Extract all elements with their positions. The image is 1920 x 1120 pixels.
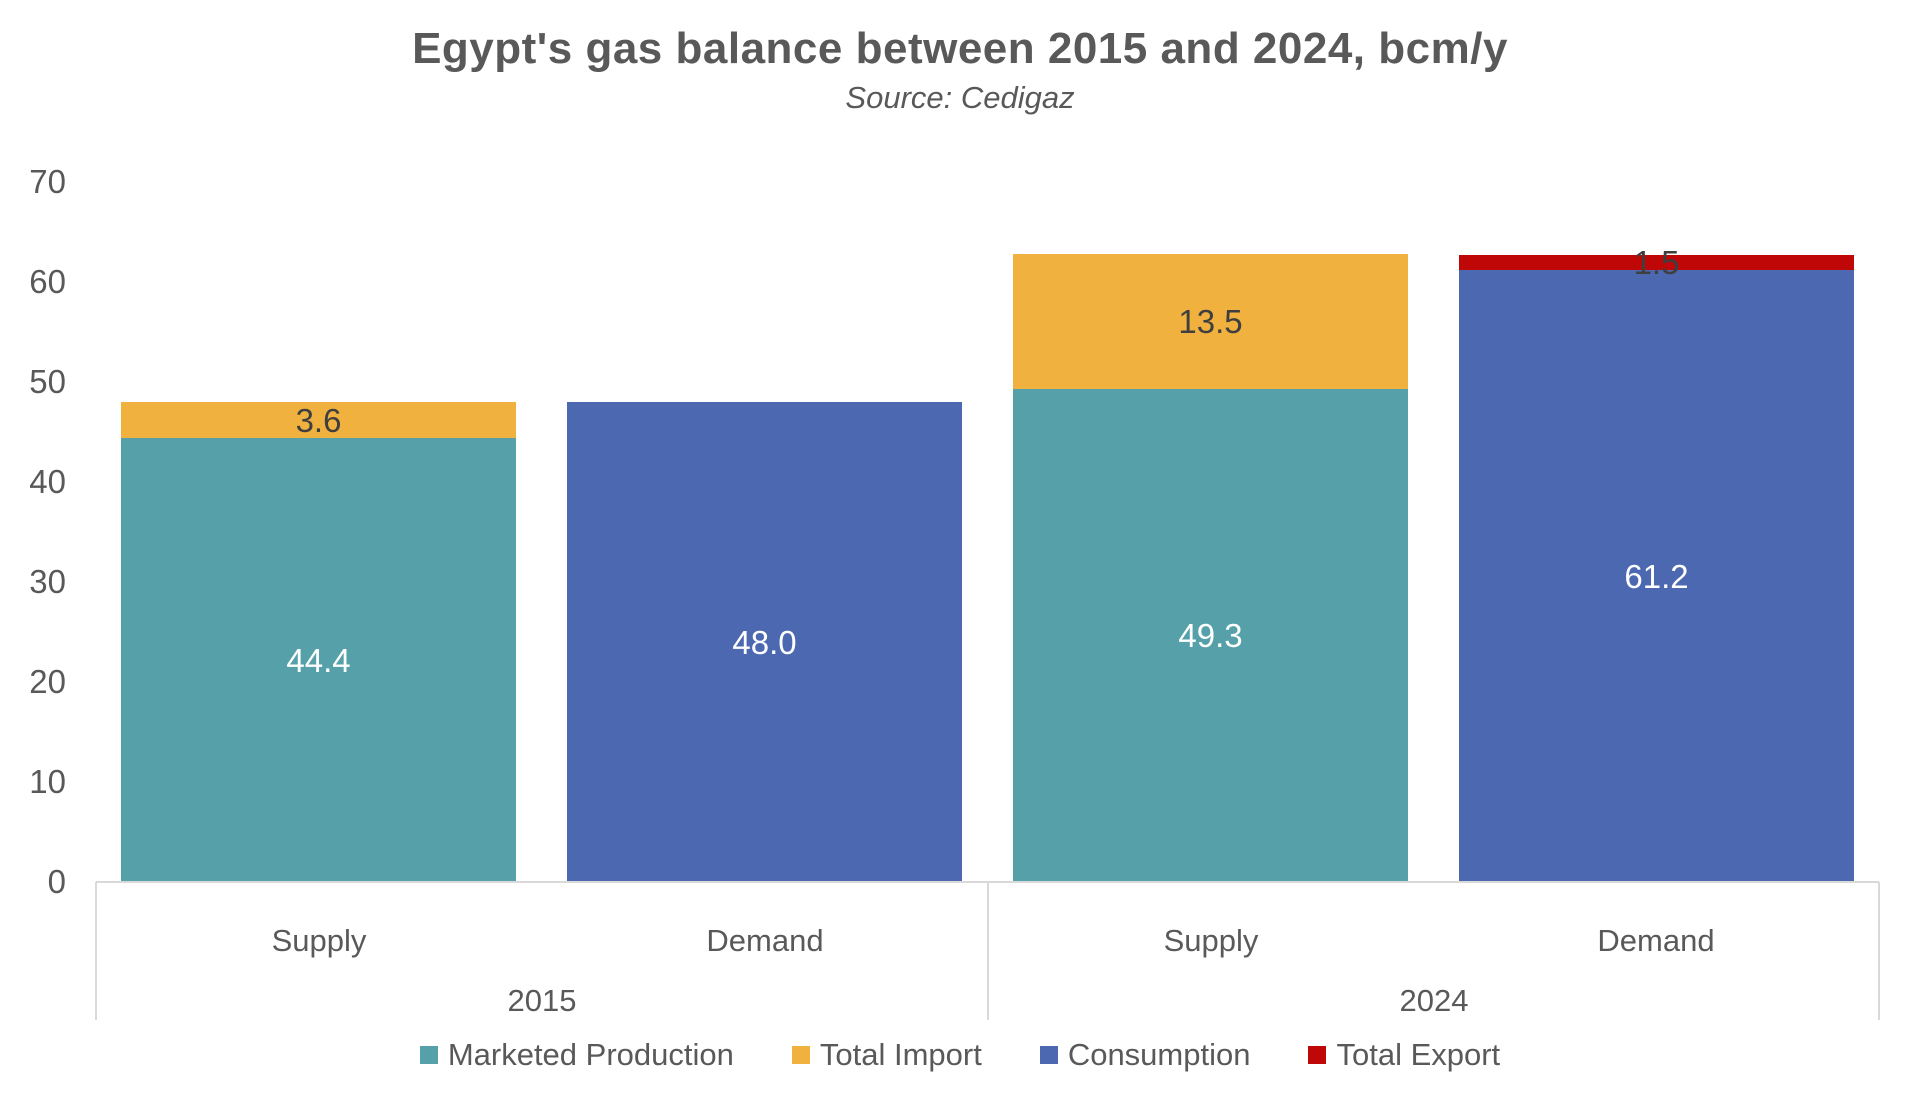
category-axis-label: Supply xyxy=(1163,923,1259,958)
segment-value-label: 44.4 xyxy=(286,641,351,679)
bar-segment-marketed-production: 49.3 xyxy=(1013,389,1408,882)
segment-value-label: 48.0 xyxy=(732,623,797,661)
y-axis-tick-label: 30 xyxy=(29,563,66,600)
legend-item-total-import: Total Import xyxy=(791,1037,982,1072)
bar-segment-total-import: 3.6 xyxy=(121,402,516,438)
legend-label: Consumption xyxy=(1067,1037,1251,1072)
group-axis-label: 2015 xyxy=(507,983,577,1018)
y-axis-tick-label: 10 xyxy=(29,763,66,800)
legend-swatch xyxy=(1039,1046,1058,1065)
segment-value-label: 49.3 xyxy=(1178,617,1243,654)
category-axis-label: Demand xyxy=(706,923,824,958)
legend-swatch xyxy=(791,1046,810,1065)
group-divider xyxy=(95,882,97,1020)
segment-value-label: 61.2 xyxy=(1624,557,1689,595)
y-axis-tick-label: 70 xyxy=(29,163,66,200)
bar-segment-consumption: 48.0 xyxy=(567,402,962,882)
legend: Marketed Production Total Import Consumpti… xyxy=(0,1037,1920,1072)
y-axis-tick-label: 0 xyxy=(47,863,66,900)
group-divider xyxy=(1878,882,1880,1020)
legend-swatch xyxy=(1308,1046,1327,1065)
legend-label: Marketed Production xyxy=(447,1037,734,1072)
y-axis-tick-label: 60 xyxy=(29,263,66,300)
y-axis-tick-label: 20 xyxy=(29,663,66,700)
legend-label: Total Import xyxy=(819,1037,982,1072)
group-divider xyxy=(987,882,989,1020)
bar-segment-total-import: 13.5 xyxy=(1013,254,1408,389)
chart-title: Egypt's gas balance between 2015 and 202… xyxy=(412,24,1508,73)
legend-item-consumption: Consumption xyxy=(1039,1037,1251,1072)
segment-value-label: 13.5 xyxy=(1178,303,1243,340)
bar-segment-consumption: 61.2 xyxy=(1459,270,1854,882)
segment-value-label: 1.5 xyxy=(1633,244,1680,281)
category-axis-label: Supply xyxy=(271,923,367,958)
bar-segment-marketed-production: 44.4 xyxy=(121,438,516,882)
segment-value-label: 3.6 xyxy=(295,401,342,439)
category-axis-label: Demand xyxy=(1597,923,1715,958)
chart-subtitle: Source: Cedigaz xyxy=(845,80,1075,115)
y-axis-tick-label: 40 xyxy=(29,463,66,500)
legend-label: Total Export xyxy=(1336,1037,1501,1072)
legend-item-marketed-production: Marketed Production xyxy=(419,1037,734,1072)
group-axis-label: 2024 xyxy=(1399,983,1469,1018)
legend-item-total-export: Total Export xyxy=(1308,1037,1501,1072)
legend-swatch xyxy=(419,1046,438,1065)
bar-segment-total-export: 1.5 xyxy=(1459,246,1854,279)
y-axis-tick-label: 50 xyxy=(29,363,66,400)
